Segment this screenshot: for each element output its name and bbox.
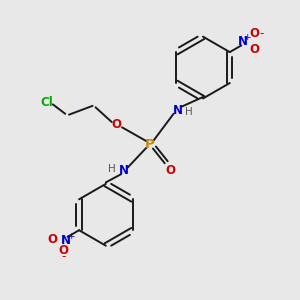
Text: O: O bbox=[250, 27, 260, 40]
Text: O: O bbox=[58, 244, 68, 256]
Text: N: N bbox=[118, 164, 128, 177]
Text: N: N bbox=[238, 35, 248, 48]
Text: +: + bbox=[243, 33, 251, 42]
Text: +: + bbox=[67, 232, 74, 242]
Text: O: O bbox=[111, 118, 121, 131]
Text: H: H bbox=[185, 107, 193, 117]
Text: N: N bbox=[173, 104, 183, 117]
Text: O: O bbox=[250, 43, 260, 56]
Text: -: - bbox=[259, 27, 263, 40]
Text: O: O bbox=[166, 164, 176, 176]
Text: P: P bbox=[145, 138, 155, 151]
Text: H: H bbox=[108, 164, 116, 174]
Text: O: O bbox=[48, 233, 58, 246]
Text: -: - bbox=[61, 250, 65, 263]
Text: N: N bbox=[61, 234, 71, 247]
Text: Cl: Cl bbox=[40, 96, 53, 110]
